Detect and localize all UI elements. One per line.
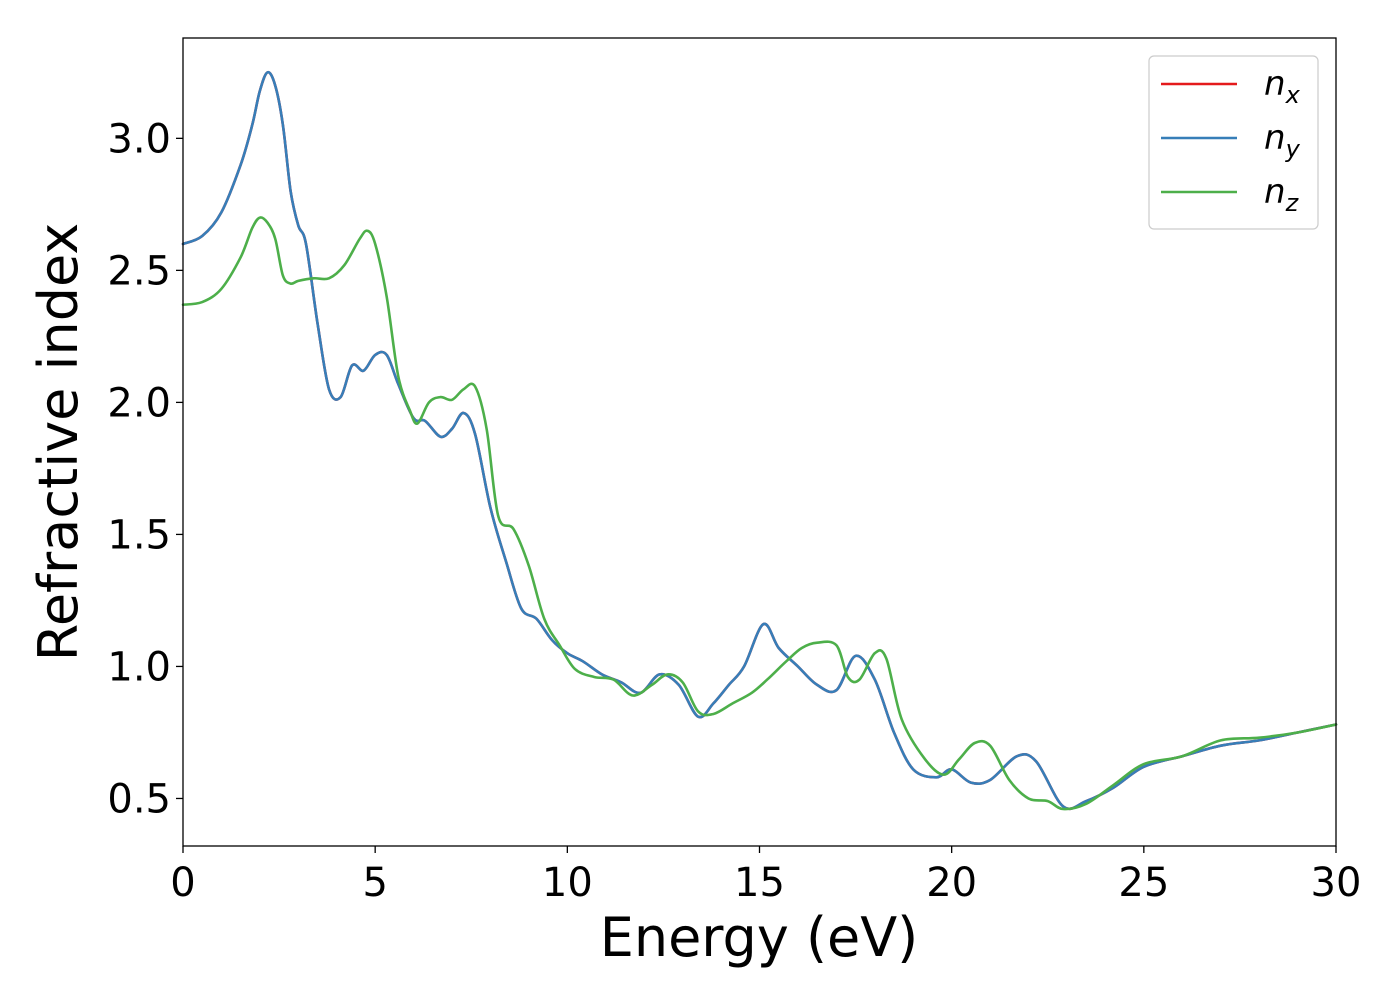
y-axis-title: Refractive index xyxy=(27,223,90,662)
x-tick-label: 5 xyxy=(362,860,387,906)
series-line-nz xyxy=(181,216,1338,811)
x-axis-ticks: 0 5 10 15 20 25 30 xyxy=(170,846,1361,906)
legend-label-ny: ny xyxy=(1264,118,1301,163)
y-tick-label: 3.0 xyxy=(107,116,171,162)
series-layer xyxy=(181,70,1338,811)
x-axis-title: Energy (eV) xyxy=(600,906,919,969)
y-tick-label: 2.0 xyxy=(107,380,171,426)
plot-background xyxy=(183,38,1336,846)
legend: nx ny nz xyxy=(1148,55,1319,230)
x-tick-label: 20 xyxy=(926,860,977,906)
x-tick-label: 10 xyxy=(542,860,593,906)
y-axis-ticks: 0.5 1.0 1.5 2.0 2.5 3.0 xyxy=(107,116,183,822)
x-tick-label: 15 xyxy=(734,860,785,906)
series-line-ny xyxy=(181,70,1338,811)
y-tick-label: 1.5 xyxy=(107,512,171,558)
legend-label-nz: nz xyxy=(1264,172,1300,217)
x-tick-label: 0 xyxy=(170,860,195,906)
legend-label-nx: nx xyxy=(1264,64,1301,109)
y-tick-label: 0.5 xyxy=(107,776,171,822)
y-tick-label: 2.5 xyxy=(107,248,171,294)
y-tick-label: 1.0 xyxy=(107,644,171,690)
x-tick-label: 30 xyxy=(1311,860,1362,906)
legend-box xyxy=(1148,55,1319,230)
x-tick-label: 25 xyxy=(1118,860,1169,906)
